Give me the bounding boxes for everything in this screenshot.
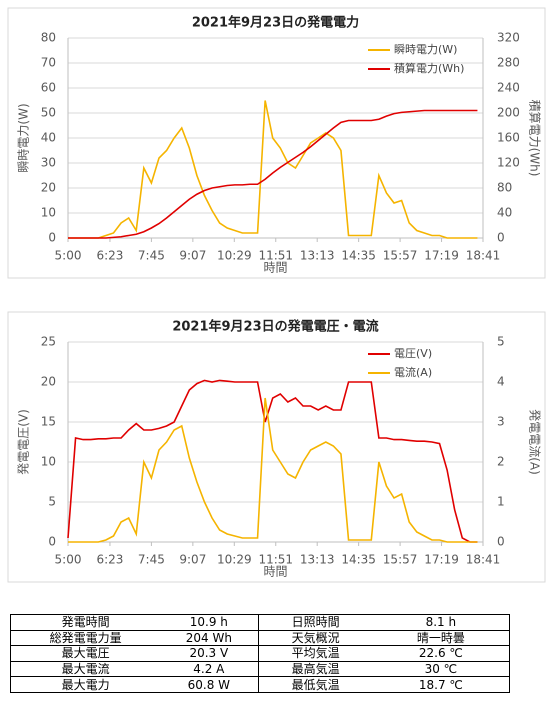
legend-label: 電流(A): [394, 365, 432, 379]
y2-tick-label: 240: [497, 81, 520, 95]
x-tick-label: 5:00: [55, 553, 82, 567]
x-tick-label: 9:07: [179, 553, 206, 567]
y2-tick-label: 80: [497, 181, 512, 195]
y-tick-label: 40: [41, 131, 56, 145]
cell-label: 最大電力: [10, 676, 161, 693]
x-tick-label: 9:07: [179, 249, 206, 263]
y2-tick-label: 0: [497, 231, 505, 245]
cell-label: 最低気温: [257, 676, 373, 693]
table-row: 発電時間 10.9 h 日照時間 8.1 h: [10, 614, 510, 631]
x-tick-label: 5:00: [55, 249, 82, 263]
table-row: 最大電流 4.2 A 最高気温 30 ℃: [10, 660, 510, 678]
cell-label: 最高気温: [257, 660, 373, 678]
chart-frame: [7, 311, 546, 583]
y2-tick-label: 4: [497, 375, 505, 389]
y2-tick-label: 120: [497, 156, 520, 170]
y-tick-label: 60: [41, 81, 56, 95]
cell-value: 8.1 h: [372, 614, 510, 631]
x-tick-label: 10:29: [217, 553, 252, 567]
y2-tick-label: 320: [497, 31, 520, 45]
cell-value: 30 ℃: [372, 660, 510, 678]
legend-label: 電圧(V): [394, 347, 432, 360]
cell-label: 日照時間: [257, 614, 373, 631]
cell-label: 発電時間: [10, 614, 161, 631]
y2-tick-label: 280: [497, 56, 520, 70]
cell-label: 天気概況: [257, 629, 373, 647]
y-tick-label: 10: [41, 206, 56, 220]
y2-tick-label: 160: [497, 131, 520, 145]
x-axis-title: 時間: [263, 261, 287, 275]
y2-tick-label: 200: [497, 106, 520, 120]
x-tick-label: 7:45: [138, 553, 165, 567]
cell-label: 総発電電力量: [10, 629, 161, 647]
table-row: 総発電電力量 204 Wh 天気概況 晴一時曇: [10, 629, 510, 647]
y-tick-label: 70: [41, 56, 56, 70]
y-tick-label: 10: [41, 455, 56, 469]
x-tick-label: 15:57: [383, 249, 418, 263]
cell-value: 18.7 ℃: [372, 676, 510, 693]
y-axis-title: 瞬時電力(W): [17, 103, 31, 172]
cell-value: 22.6 ℃: [372, 645, 510, 662]
chart-title: 2021年9月23日の発電電力: [192, 15, 359, 31]
cell-value: 20.3 V: [160, 645, 258, 662]
y2-tick-label: 5: [497, 335, 505, 349]
x-tick-label: 11:51: [258, 553, 293, 567]
series-line: [68, 100, 478, 239]
cell-value: 10.9 h: [160, 614, 258, 631]
series-line: [67, 379, 478, 543]
table-row: 最大電圧 20.3 V 平均気温 22.6 ℃: [10, 645, 510, 662]
y-tick-label: 30: [41, 156, 56, 170]
x-tick-label: 10:29: [217, 249, 252, 263]
cell-label: 最大電流: [10, 660, 161, 678]
charts: 2021年9月23日の発電電力0102030405060708004080120…: [7, 7, 546, 583]
x-tick-label: 18:41: [466, 249, 501, 263]
x-tick-label: 17:19: [424, 553, 459, 567]
y2-axis-title: 発電電流(A): [528, 409, 542, 475]
cell-label: 最大電圧: [10, 645, 161, 662]
y2-tick-label: 3: [497, 415, 505, 429]
x-tick-label: 6:23: [96, 249, 123, 263]
y-axis-title: 発電電圧(V): [17, 409, 31, 475]
x-tick-label: 14:35: [341, 553, 376, 567]
y-tick-label: 0: [48, 231, 56, 245]
y-tick-label: 15: [41, 415, 56, 429]
chart-title: 2021年9月23日の発電電圧・電流: [172, 319, 378, 335]
cell-value: 204 Wh: [160, 629, 258, 647]
x-tick-label: 17:19: [424, 249, 459, 263]
series-line: [68, 109, 478, 239]
x-tick-label: 11:51: [258, 249, 293, 263]
y-tick-label: 80: [41, 31, 56, 45]
table-row: 最大電力 60.8 W 最低気温 18.7 ℃: [10, 676, 510, 693]
y-tick-label: 20: [41, 181, 56, 195]
x-tick-label: 7:45: [138, 249, 165, 263]
x-tick-label: 18:41: [466, 553, 501, 567]
legend-label: 瞬時電力(W): [394, 43, 457, 56]
y-tick-label: 25: [41, 335, 56, 349]
x-tick-label: 13:13: [300, 553, 335, 567]
cell-value: 60.8 W: [160, 676, 258, 693]
cell-value: 晴一時曇: [372, 629, 510, 647]
cell-label: 平均気温: [257, 645, 373, 662]
x-tick-label: 15:57: [383, 553, 418, 567]
cell-value: 4.2 A: [160, 660, 258, 678]
x-axis-title: 時間: [263, 565, 287, 579]
x-tick-label: 6:23: [96, 553, 123, 567]
legend-label: 積算電力(Wh): [394, 61, 464, 75]
y-tick-label: 50: [41, 106, 56, 120]
y2-tick-label: 0: [497, 535, 505, 549]
y-tick-label: 20: [41, 375, 56, 389]
y-tick-label: 0: [48, 535, 56, 549]
x-tick-label: 13:13: [300, 249, 335, 263]
series-line: [68, 397, 478, 543]
y2-axis-title: 積算電力(Wh): [528, 100, 543, 177]
summary-table: 発電時間 10.9 h 日照時間 8.1 h 総発電電力量 204 Wh 天気概況 晴一時曇最…: [10, 614, 510, 693]
y2-tick-label: 1: [497, 495, 505, 509]
y-tick-label: 5: [48, 495, 56, 509]
y2-tick-label: 2: [497, 455, 505, 469]
y2-tick-label: 40: [497, 206, 512, 220]
x-tick-label: 14:35: [341, 249, 376, 263]
